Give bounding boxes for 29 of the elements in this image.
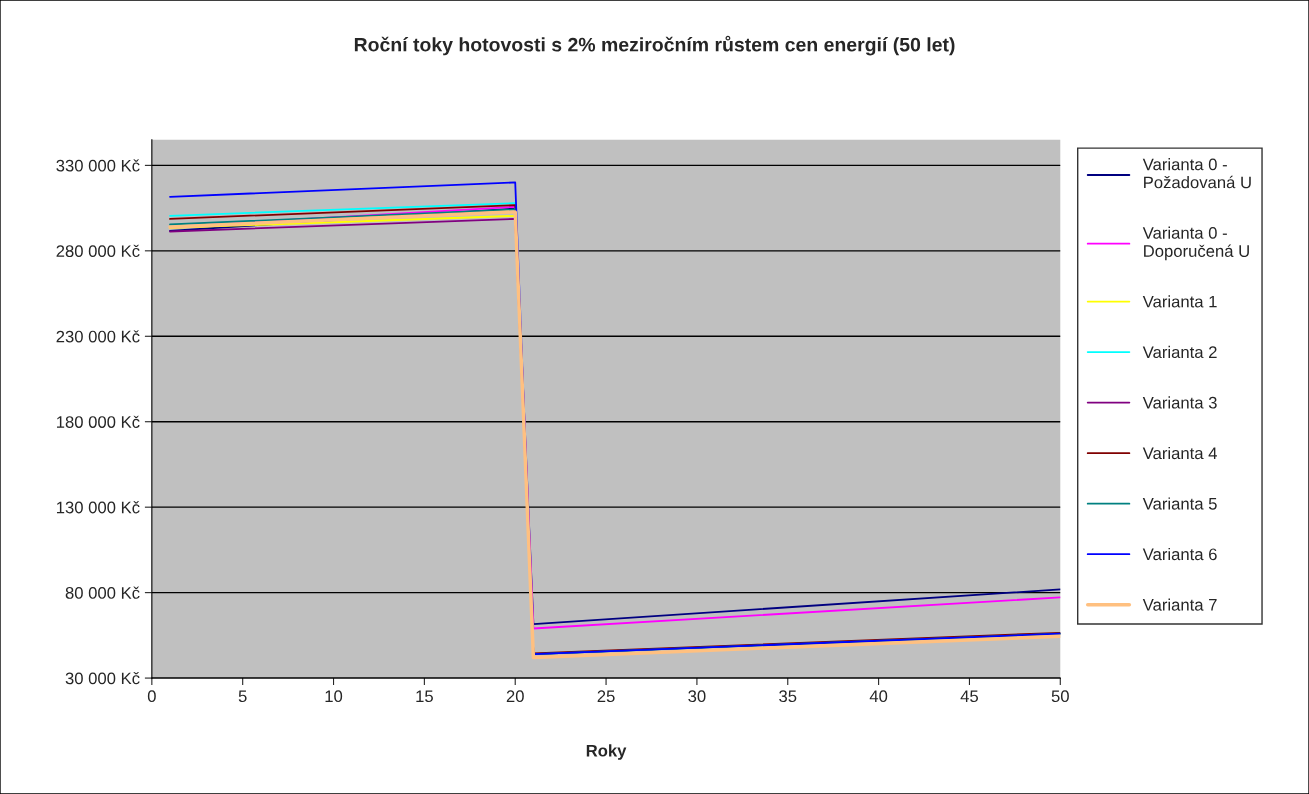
chart-title: Roční toky hotovosti s 2% meziročním růstem cen energií (50 let) (354, 35, 955, 56)
y-tick-label: 330 000 Kč (56, 159, 140, 172)
y-tick-label: 30 000 Kč (65, 671, 140, 685)
x-tick-label: 30 (688, 690, 706, 703)
x-tick-label: 20 (506, 690, 524, 703)
x-tick-label: 40 (869, 690, 888, 703)
legend-label: Varianta 0 - Doporučená U (1142, 226, 1249, 261)
y-tick-label: 130 000 Kč (56, 501, 140, 514)
x-tick-label: 25 (597, 690, 615, 703)
x-tick-label: 0 (147, 690, 156, 703)
legend-label: Varianta 5 (1142, 497, 1217, 510)
y-tick-label: 80 000 Kč (65, 586, 140, 599)
x-tick-label: 35 (779, 690, 797, 703)
legend-label: Varianta 1 (1142, 295, 1217, 308)
x-tick-label: 45 (960, 690, 979, 703)
y-tick-label: 280 000 Kč (56, 244, 140, 258)
legend-label: Varianta 7 (1142, 598, 1217, 611)
x-tick-label: 15 (416, 690, 433, 703)
x-tick-label: 50 (1051, 690, 1069, 703)
legend-label: Varianta 4 (1142, 446, 1217, 460)
x-tick-label: 10 (325, 690, 343, 703)
legend-label: Varianta 6 (1142, 547, 1217, 561)
legend-label: Varianta 3 (1142, 396, 1217, 409)
legend-label: Varianta 2 (1142, 345, 1217, 359)
x-tick-label: 5 (238, 690, 247, 703)
y-tick-label: 180 000 Kč (56, 415, 140, 428)
x-axis-title: Roky (586, 744, 627, 760)
legend-label: Varianta 0 - Požadovaná U (1142, 158, 1251, 189)
y-tick-label: 230 000 Kč (56, 330, 140, 343)
